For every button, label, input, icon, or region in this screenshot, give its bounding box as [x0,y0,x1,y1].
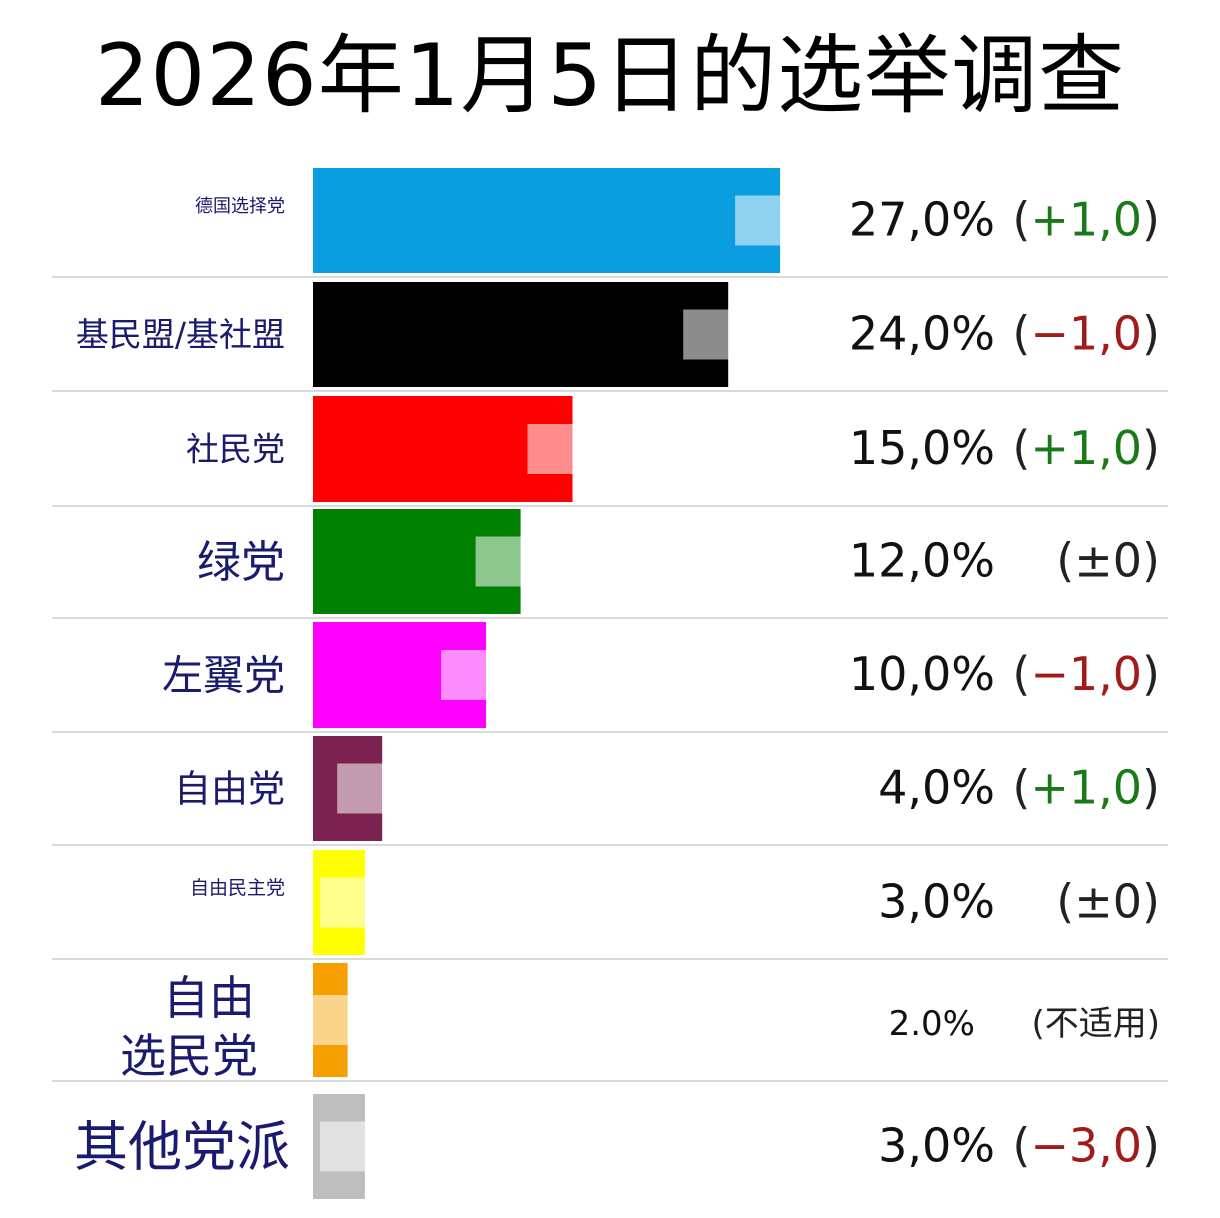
bar-overlay [302,995,393,1045]
party-label: 社民党 [186,430,285,469]
party-label: 绿党 [197,537,285,588]
party-label: 德国选择党 [195,196,285,217]
party-label: 自由党 [174,767,285,810]
bar-overlay [337,763,428,814]
value-label: 12,0% [849,534,995,588]
party-label: 自由选民党 [120,971,258,1083]
change-label: (−3,0) [1012,1119,1160,1173]
bar-overlay [527,424,618,474]
chart-title: 2026年1月5日的选举调查 [94,26,1126,126]
value-label: 10,0% [849,647,995,701]
change-label: (−1,0) [1012,307,1160,361]
value-label: 4,0% [878,761,995,815]
party-label: 基民盟/基社盟 [76,315,285,354]
change-label: (±0) [1056,534,1160,588]
bar-overlay [319,877,410,928]
bar-overlay [683,309,774,360]
change-label: (−1,0) [1012,647,1160,701]
change-label: (不适用) [1031,1004,1160,1044]
value-label: 15,0% [849,421,995,475]
value-label: 24,0% [849,307,995,361]
party-label: 左翼党 [162,651,285,699]
bar-overlay [319,1121,410,1172]
value-label: 2.0% [889,1004,975,1044]
party-label: 自由民主党 [190,877,285,899]
value-label: 3,0% [878,875,995,929]
bar-2 [313,282,729,387]
change-label: (+1,0) [1012,193,1160,247]
value-label: 27,0% [849,193,995,247]
change-label: (+1,0) [1012,761,1160,815]
party-label: 其他党派 [74,1115,290,1178]
bar-1 [313,168,781,273]
change-label: (+1,0) [1012,421,1160,475]
change-label: (±0) [1056,875,1160,929]
bar-overlay [475,536,566,587]
value-label: 3,0% [878,1119,995,1173]
bar-overlay [441,650,531,700]
bar-overlay [735,195,826,246]
